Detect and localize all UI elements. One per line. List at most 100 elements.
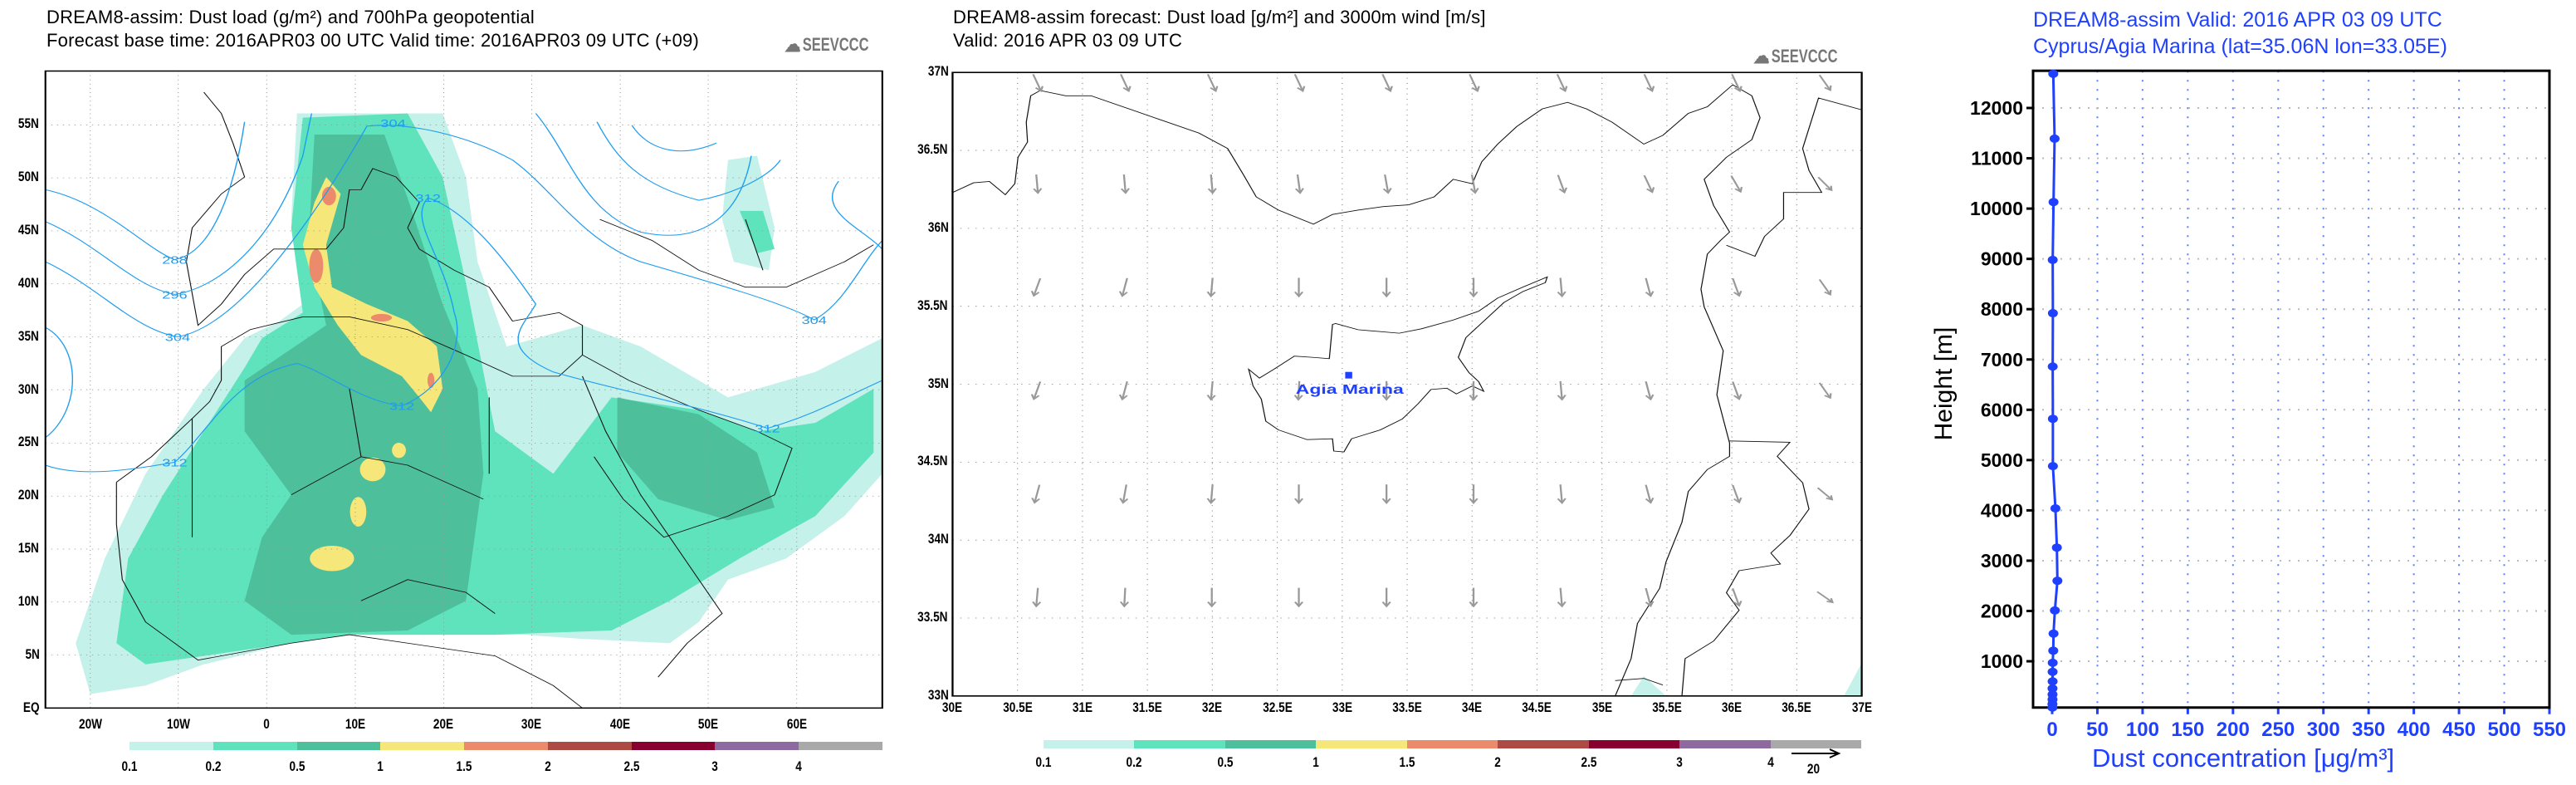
wind-arrow <box>1381 277 1391 298</box>
map-frame <box>951 71 1863 697</box>
wind-arrow <box>1206 277 1216 298</box>
x-tick-label: 100 <box>2126 719 2159 741</box>
wind-arrow <box>1818 279 1832 297</box>
wind-arrow <box>1556 74 1568 92</box>
wind-arrow <box>1207 174 1217 194</box>
lon-label: 33.5E <box>1392 699 1422 715</box>
colorbar-label: 2.5 <box>623 758 640 774</box>
coastlines <box>115 91 874 709</box>
wind-arrow <box>1381 587 1391 608</box>
profile-point <box>2047 703 2058 712</box>
colorbar-label: 0.5 <box>289 758 306 774</box>
left-map-subtitle: Forecast base time: 2016APR03 00 UTC Val… <box>46 30 699 51</box>
x-tick-label: 500 <box>2488 719 2521 741</box>
lat-label: 20N <box>17 487 39 503</box>
colorbar-label: 2 <box>1494 754 1502 770</box>
lon-label: 32.5E <box>1262 699 1293 715</box>
x-tick-label: 200 <box>2217 719 2250 741</box>
y-tick-label: 6000 <box>1981 399 2023 420</box>
lon-label: 60E <box>786 716 807 732</box>
dust-load-map-cyprus: Agia Marina <box>951 71 1863 697</box>
wind-arrow <box>1469 74 1480 92</box>
wind-arrow <box>1732 277 1743 297</box>
left-map-title: DREAM8-assim: Dust load (g/m²) and 700hP… <box>46 7 535 27</box>
profile-point <box>2047 658 2058 667</box>
lat-label: 50N <box>17 169 39 185</box>
middle-map-title: DREAM8-assim forecast: Dust load [g/m²] … <box>953 7 1486 27</box>
lat-label: 33N <box>927 686 949 703</box>
lon-label: 50E <box>698 716 719 732</box>
wind-arrow <box>1732 484 1743 504</box>
lat-label: EQ <box>22 699 40 715</box>
lat-label: 36.5N <box>917 141 948 158</box>
colorbar-swatch <box>464 742 548 750</box>
lat-label: 36N <box>927 218 949 235</box>
agia-marina-marker <box>1345 371 1352 379</box>
colorbar-swatch <box>547 742 632 750</box>
lon-label: 30E <box>521 716 542 732</box>
wind-arrows <box>1030 74 1835 608</box>
lat-label: 35N <box>927 375 949 391</box>
wind-reference-label: 20 <box>1806 761 1821 777</box>
logo-text: SEEVCCC <box>1771 45 1838 66</box>
x-axis-label: Dust concentration [μg/m³] <box>2092 743 2395 773</box>
colorbar-swatch <box>1498 740 1589 748</box>
wind-arrow <box>1120 174 1130 194</box>
y-tick-label: 3000 <box>1981 550 2023 572</box>
dust-level-0.1 <box>1630 663 1862 696</box>
middle-colorbar <box>1044 740 1861 748</box>
profile-point <box>2047 684 2058 693</box>
lon-label: 30.5E <box>1002 699 1033 715</box>
colorbar-label: 0.5 <box>1217 754 1234 770</box>
lon-label: 35E <box>1591 699 1612 715</box>
lon-label: 10E <box>345 716 365 732</box>
profile-point <box>2047 677 2058 686</box>
wind-arrow <box>1557 484 1567 504</box>
colorbar-label: 2 <box>545 758 551 774</box>
lat-label: 30N <box>17 380 39 397</box>
colorbar-label: 1.5 <box>456 758 472 774</box>
lon-label: 37E <box>1851 699 1872 715</box>
wind-arrow <box>1206 380 1216 401</box>
profile-title: DREAM8-assim Valid: 2016 APR 03 09 UTC <box>2033 8 2442 32</box>
lon-label: 30E <box>942 699 963 715</box>
wind-arrow <box>1293 587 1304 608</box>
grid-lines <box>952 72 1862 696</box>
x-tick-label: 0 <box>2046 719 2057 741</box>
colorbar-swatch <box>1406 740 1498 748</box>
wind-arrow <box>1382 174 1392 194</box>
wind-arrow <box>1645 484 1655 504</box>
lat-label: 35.5N <box>917 297 948 313</box>
dust-level-1.5 <box>309 248 324 283</box>
wind-arrow <box>1731 74 1743 92</box>
wind-arrow <box>1293 484 1304 504</box>
wind-arrow <box>1118 277 1128 297</box>
x-tick-label: 300 <box>2307 719 2340 741</box>
lat-label: 45N <box>17 222 39 238</box>
colorbar-swatch <box>130 742 213 750</box>
wind-arrow <box>1030 277 1042 297</box>
lon-label: 36E <box>1722 699 1743 715</box>
wind-arrow <box>1643 74 1655 92</box>
contour-label: 312 <box>162 458 188 469</box>
x-tick-label: 250 <box>2261 719 2295 741</box>
wind-arrow <box>1732 588 1743 607</box>
wind-arrow <box>1469 380 1479 401</box>
dust-level-1.5 <box>427 372 435 389</box>
colorbar-label: 3 <box>711 758 719 774</box>
lat-label: 55N <box>17 115 39 132</box>
lon-label: 34.5E <box>1522 699 1552 715</box>
profile-point <box>2048 69 2059 78</box>
x-tick-label: 150 <box>2171 719 2204 741</box>
x-tick-label: 350 <box>2352 719 2385 741</box>
lon-label: 31.5E <box>1132 699 1162 715</box>
colorbar-label: 1 <box>377 758 384 774</box>
lon-label: 10W <box>167 716 191 732</box>
wind-arrow <box>1032 74 1044 92</box>
dust-level-1 <box>392 442 406 459</box>
profile-point <box>2047 667 2058 676</box>
colorbar-swatch <box>631 742 716 750</box>
wind-arrow <box>1817 176 1833 192</box>
colorbar-swatch <box>1588 740 1680 748</box>
colorbar-label: 4 <box>1767 754 1774 770</box>
